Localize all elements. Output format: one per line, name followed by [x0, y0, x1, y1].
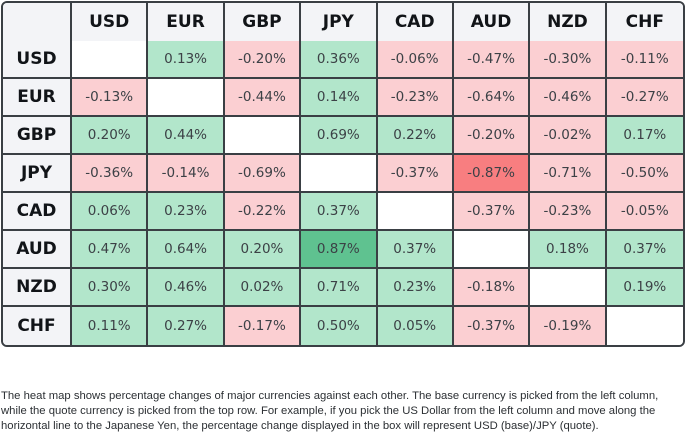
heat-cell-eur-aud: -0.64%: [453, 79, 531, 117]
corner-cell: [3, 3, 72, 41]
row-header-jpy: JPY: [3, 155, 72, 193]
heat-cell-eur-jpy: 0.14%: [301, 79, 378, 117]
row-jpy: JPY -0.36% -0.14% -0.69% -0.37% -0.87% -0.71% -…: [3, 155, 683, 193]
diagonal-cell: [224, 117, 302, 155]
heat-cell-cad-aud: -0.37%: [453, 193, 531, 231]
diagonal-cell: [72, 41, 149, 79]
heat-cell-gbp-usd: 0.20%: [72, 117, 149, 155]
row-usd: USD 0.13% -0.20% 0.36% -0.06% -0.47% -0.30% -0.…: [3, 41, 683, 79]
heat-cell-nzd-eur: 0.46%: [148, 269, 225, 307]
heat-cell-cad-gbp: -0.22%: [224, 193, 302, 231]
heat-cell-aud-jpy: 0.87%: [301, 231, 378, 269]
heat-cell-jpy-cad: -0.37%: [377, 155, 454, 193]
heat-cell-aud-chf: 0.37%: [606, 231, 683, 269]
row-header-cad: CAD: [3, 193, 72, 231]
diagonal-cell: [148, 79, 225, 117]
row-nzd: NZD 0.30% 0.46% 0.02% 0.71% 0.23% -0.18% 0.19%: [3, 269, 683, 307]
heat-cell-aud-gbp: 0.20%: [224, 231, 302, 269]
heat-cell-jpy-chf: -0.50%: [606, 155, 683, 193]
row-aud: AUD 0.47% 0.64% 0.20% 0.87% 0.37% 0.18% 0.37%: [3, 231, 683, 269]
heat-cell-aud-nzd: 0.18%: [530, 231, 607, 269]
heat-cell-chf-gbp: -0.17%: [224, 307, 302, 345]
heat-cell-eur-usd: -0.13%: [72, 79, 149, 117]
column-header-cad: CAD: [377, 3, 454, 41]
diagonal-cell: [530, 269, 607, 307]
heat-cell-gbp-aud: -0.20%: [453, 117, 531, 155]
heat-cell-nzd-chf: 0.19%: [606, 269, 683, 307]
heat-cell-aud-cad: 0.37%: [377, 231, 454, 269]
heat-cell-cad-jpy: 0.37%: [301, 193, 378, 231]
heat-cell-nzd-usd: 0.30%: [72, 269, 149, 307]
heat-cell-chf-cad: 0.05%: [377, 307, 454, 345]
row-header-aud: AUD: [3, 231, 72, 269]
column-header-jpy: JPY: [301, 3, 378, 41]
heat-cell-gbp-cad: 0.22%: [377, 117, 454, 155]
footnote: The heat map shows percentage changes of…: [1, 390, 659, 433]
heat-cell-chf-eur: 0.27%: [148, 307, 225, 345]
diagonal-cell: [301, 155, 378, 193]
row-header-usd: USD: [3, 41, 72, 79]
heat-cell-chf-aud: -0.37%: [453, 307, 531, 345]
heat-cell-eur-nzd: -0.46%: [530, 79, 607, 117]
heat-cell-usd-cad: -0.06%: [377, 41, 454, 79]
heat-cell-gbp-jpy: 0.69%: [301, 117, 378, 155]
column-header-eur: EUR: [148, 3, 225, 41]
diagonal-cell: [377, 193, 454, 231]
heat-cell-cad-chf: -0.05%: [606, 193, 683, 231]
heat-cell-jpy-usd: -0.36%: [72, 155, 149, 193]
row-header-chf: CHF: [3, 307, 72, 345]
row-header-nzd: NZD: [3, 269, 72, 307]
diagonal-cell: [606, 307, 683, 345]
heatmap-body: USD 0.13% -0.20% 0.36% -0.06% -0.47% -0.30% -0.…: [3, 41, 683, 345]
heat-cell-aud-eur: 0.64%: [148, 231, 225, 269]
heat-cell-aud-usd: 0.47%: [72, 231, 149, 269]
heat-cell-eur-chf: -0.27%: [606, 79, 683, 117]
column-header-chf: CHF: [606, 3, 683, 41]
heat-cell-nzd-cad: 0.23%: [377, 269, 454, 307]
heat-cell-usd-chf: -0.11%: [606, 41, 683, 79]
heat-cell-usd-gbp: -0.20%: [224, 41, 302, 79]
row-cad: CAD 0.06% 0.23% -0.22% 0.37% -0.37% -0.23% -0.0…: [3, 193, 683, 231]
heat-cell-eur-cad: -0.23%: [377, 79, 454, 117]
heat-cell-eur-gbp: -0.44%: [224, 79, 302, 117]
currency-heatmap: USD EUR GBP JPY CAD AUD NZD CHF USD 0.13% -0.20% 0…: [1, 1, 685, 347]
heat-cell-gbp-nzd: -0.02%: [530, 117, 607, 155]
column-header-aud: AUD: [453, 3, 531, 41]
heat-cell-usd-jpy: 0.36%: [301, 41, 378, 79]
row-header-gbp: GBP: [3, 117, 72, 155]
column-header-usd: USD: [72, 3, 149, 41]
heat-cell-gbp-eur: 0.44%: [148, 117, 225, 155]
heat-cell-jpy-gbp: -0.69%: [224, 155, 302, 193]
heat-cell-nzd-aud: -0.18%: [453, 269, 531, 307]
heat-cell-usd-eur: 0.13%: [148, 41, 225, 79]
heat-cell-cad-usd: 0.06%: [72, 193, 149, 231]
heat-cell-chf-usd: 0.11%: [72, 307, 149, 345]
row-gbp: GBP 0.20% 0.44% 0.69% 0.22% -0.20% -0.02% 0.17%: [3, 117, 683, 155]
heat-cell-chf-jpy: 0.50%: [301, 307, 378, 345]
diagonal-cell: [453, 231, 531, 269]
heat-cell-chf-nzd: -0.19%: [530, 307, 607, 345]
heat-cell-jpy-eur: -0.14%: [148, 155, 225, 193]
row-chf: CHF 0.11% 0.27% -0.17% 0.50% 0.05% -0.37% -0.19…: [3, 307, 683, 345]
column-header-gbp: GBP: [224, 3, 302, 41]
column-header-row: USD EUR GBP JPY CAD AUD NZD CHF: [3, 3, 683, 41]
heat-cell-cad-nzd: -0.23%: [530, 193, 607, 231]
column-header-nzd: NZD: [530, 3, 607, 41]
row-eur: EUR -0.13% -0.44% 0.14% -0.23% -0.64% -0.46% -0…: [3, 79, 683, 117]
heat-cell-usd-aud: -0.47%: [453, 41, 531, 79]
heat-cell-jpy-aud: -0.87%: [453, 155, 531, 193]
heatmap-container: USD EUR GBP JPY CAD AUD NZD CHF USD 0.13% -0.20% 0…: [1, 1, 685, 347]
heat-cell-jpy-nzd: -0.71%: [530, 155, 607, 193]
row-header-eur: EUR: [3, 79, 72, 117]
heat-cell-usd-nzd: -0.30%: [530, 41, 607, 79]
heat-cell-nzd-jpy: 0.71%: [301, 269, 378, 307]
heat-cell-gbp-chf: 0.17%: [606, 117, 683, 155]
heat-cell-nzd-gbp: 0.02%: [224, 269, 302, 307]
heat-cell-cad-eur: 0.23%: [148, 193, 225, 231]
